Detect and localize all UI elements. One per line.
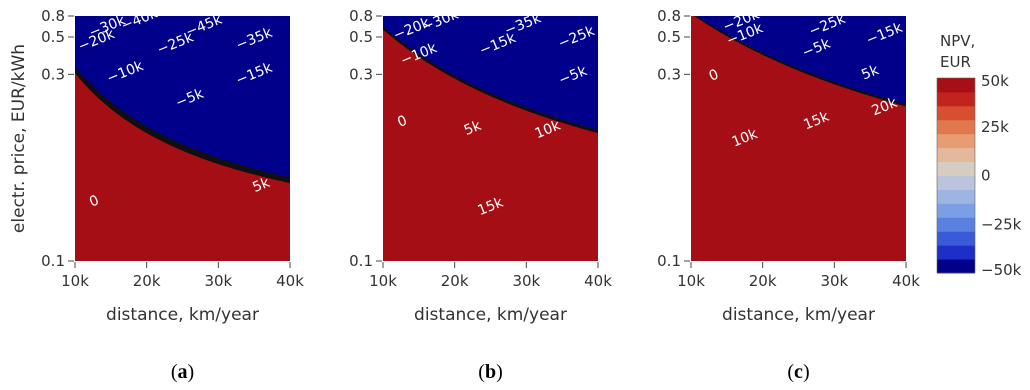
x-tick-label: 20k (133, 272, 161, 290)
contour-lines (694, 16, 906, 107)
panels: −40k −45k−30k−20k −25k −35k−10k −15k−5k05k0.… (9, 5, 920, 383)
x-tick-label: 40k (276, 272, 304, 290)
x-tick-label: 30k (512, 272, 540, 290)
y-tick-label: 0.8 (349, 7, 373, 25)
contour-line (75, 72, 290, 184)
colorbar: NPV, EUR 50k 25k 0 −25k −50k (936, 32, 1022, 279)
contour-field (75, 16, 290, 261)
contour-label: 5k (859, 62, 882, 84)
y-tick-label: 0.3 (657, 65, 681, 83)
colorbar-band (937, 231, 975, 246)
x-axis-title: distance, km/year (414, 305, 567, 325)
contour-field (691, 16, 906, 261)
contour-line (383, 28, 598, 134)
y-tick-label: 0.8 (657, 7, 681, 25)
colorbar-band (937, 217, 975, 232)
x-tick-label: 40k (892, 272, 920, 290)
y-axis-title: electr. price, EUR/kWh (9, 44, 29, 233)
x-tick-label: 40k (584, 272, 612, 290)
colorbar-band (937, 189, 975, 204)
panel-c: −20k −25k −15k−10k −5k0 5k10k15k20k0.10.30.5… (657, 6, 920, 383)
contour-lines (75, 67, 290, 184)
axes: 0.1 0.3 0.5 0.8 10k 20k 30k 40k (349, 7, 612, 290)
axes: 0.1 0.3 0.5 0.8 10k 20k 30k 40k (657, 7, 920, 290)
y-tick-label: 0.1 (657, 252, 681, 270)
y-tick-label: 0.5 (657, 28, 681, 46)
colorbar-band (937, 91, 975, 107)
x-axis-title: distance, km/year (106, 305, 259, 325)
x-tick-label: 10k (369, 272, 397, 290)
colorbar-band (937, 161, 975, 176)
colorbar-band (937, 147, 975, 163)
y-tick-label: 0.8 (41, 7, 65, 25)
y-tick-label: 0.5 (349, 28, 373, 46)
colorbar-frame (936, 77, 976, 274)
x-tick-label: 30k (204, 272, 232, 290)
panel-label: (b) (478, 361, 502, 383)
colorbar-tick-label: −50k (981, 261, 1022, 279)
x-axis-title: distance, km/year (722, 305, 875, 325)
x-tick-label: 20k (749, 272, 777, 290)
contour-label: 5k (250, 174, 273, 196)
colorbar-tick-label: −25k (981, 215, 1022, 233)
panel-b: −30k −35k−20k −25k−15k−10k−5k0 5k 10k15k0.10… (349, 6, 612, 383)
colorbar-band (937, 245, 975, 260)
contour-label: 5k (462, 117, 485, 139)
panel-label: (c) (787, 361, 809, 383)
colorbar-tick-label: 0 (981, 167, 991, 185)
colorbar-band (937, 175, 975, 190)
y-tick-label: 0.1 (349, 252, 373, 270)
colorbar-tick-label: 50k (981, 72, 1009, 90)
panel-a: −40k −45k−30k−20k −25k −35k−10k −15k−5k05k0.… (9, 5, 304, 383)
y-tick-label: 0.1 (41, 252, 65, 270)
panel-label: (a) (171, 361, 194, 383)
colorbar-tick-label: 25k (981, 118, 1009, 136)
x-tick-label: 10k (61, 272, 89, 290)
x-tick-label: 20k (441, 272, 469, 290)
colorbar-band (937, 105, 975, 121)
contour-lines (383, 27, 598, 134)
colorbar-band (937, 78, 975, 93)
y-tick-label: 0.5 (41, 28, 65, 46)
colorbar-title: NPV, (940, 32, 975, 50)
y-tick-label: 0.3 (41, 65, 65, 83)
colorbar-title: EUR (940, 53, 971, 71)
axes: 0.1 0.3 0.5 0.8 10k 20k 30k 40k (41, 7, 304, 290)
y-tick-label: 0.3 (349, 65, 373, 83)
colorbar-band (937, 133, 975, 149)
x-tick-label: 10k (677, 272, 705, 290)
x-tick-label: 30k (820, 272, 848, 290)
colorbar-band (937, 119, 975, 135)
colorbar-band (937, 203, 975, 218)
contour-line (694, 16, 906, 107)
colorbar-band (937, 259, 975, 274)
